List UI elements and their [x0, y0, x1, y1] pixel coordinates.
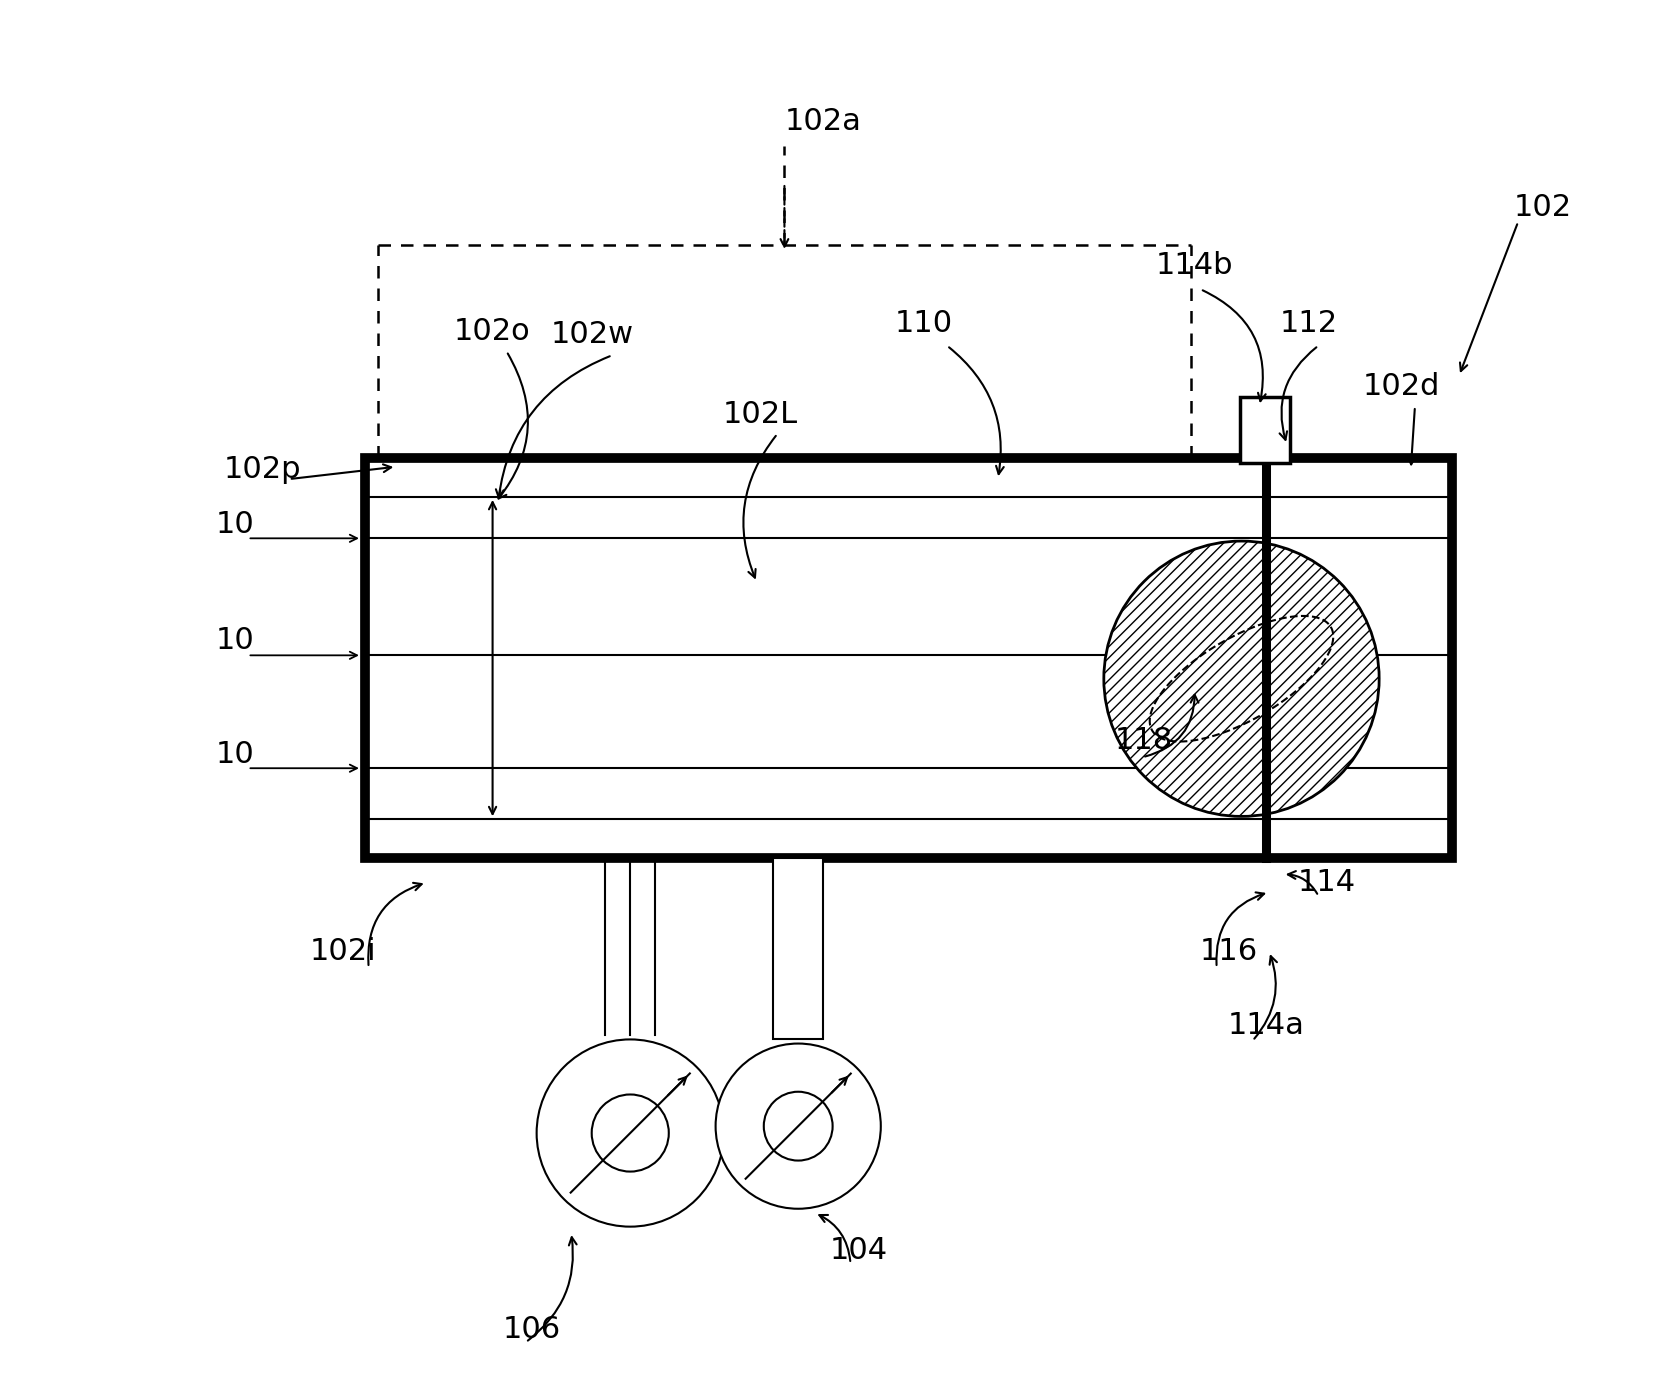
- Text: 110: 110: [895, 309, 952, 338]
- Text: 102p: 102p: [223, 456, 302, 483]
- Text: 116: 116: [1200, 936, 1258, 965]
- Circle shape: [715, 1043, 881, 1209]
- Text: 102w: 102w: [551, 320, 633, 349]
- Text: 118: 118: [1115, 726, 1174, 755]
- Text: 102: 102: [1514, 194, 1572, 223]
- Text: 102i: 102i: [309, 936, 376, 965]
- Text: 104: 104: [829, 1235, 888, 1265]
- Circle shape: [764, 1091, 833, 1161]
- Bar: [364, 458, 1452, 857]
- Text: 114b: 114b: [1157, 251, 1234, 280]
- Circle shape: [537, 1039, 724, 1227]
- Circle shape: [1103, 542, 1378, 816]
- Text: 106: 106: [502, 1316, 561, 1345]
- Text: 112: 112: [1279, 309, 1338, 338]
- Text: 10: 10: [215, 510, 255, 539]
- Text: 102d: 102d: [1363, 373, 1441, 402]
- Bar: [1241, 396, 1289, 463]
- Text: 102a: 102a: [784, 107, 861, 136]
- Text: 10: 10: [215, 740, 255, 769]
- Text: 114a: 114a: [1227, 1011, 1305, 1040]
- Text: 114: 114: [1298, 868, 1357, 897]
- Bar: [774, 857, 823, 1039]
- Text: 102L: 102L: [722, 400, 798, 429]
- Text: 102o: 102o: [453, 317, 531, 346]
- Circle shape: [591, 1094, 668, 1172]
- Text: 10: 10: [215, 626, 255, 655]
